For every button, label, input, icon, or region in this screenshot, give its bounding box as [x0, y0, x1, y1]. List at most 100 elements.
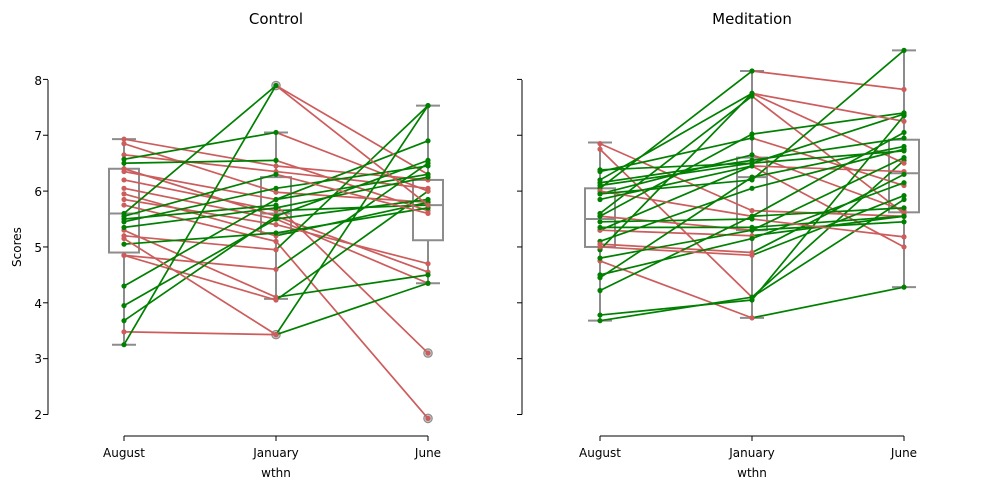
- subject-line-segment: [751, 113, 905, 165]
- subject-point: [273, 129, 279, 136]
- subject-point: [121, 160, 127, 166]
- subject-point: [273, 196, 279, 203]
- subject-point: [273, 230, 279, 236]
- subject-point: [749, 252, 755, 258]
- subject-line-segment: [275, 176, 429, 209]
- panel-control: Control wthn Scores August January June: [10, 10, 441, 480]
- subject-point: [749, 227, 755, 233]
- subject-point: [597, 224, 603, 231]
- subject-line-segment: [599, 165, 753, 201]
- subject-line-segment: [123, 142, 277, 194]
- subject-point: [121, 342, 127, 348]
- subject-line-segment: [123, 173, 277, 218]
- subject-point: [901, 113, 907, 119]
- subject-line-segment: [275, 190, 429, 301]
- subject-point: [901, 129, 907, 136]
- subject-point: [597, 146, 603, 152]
- subject-point: [749, 208, 755, 214]
- subject-line-segment: [751, 181, 905, 240]
- x-tick-label-june-meditation: June: [890, 446, 917, 460]
- subject-line-segment: [751, 92, 905, 123]
- subject-line-segment: [275, 173, 429, 215]
- subject-line-segment: [123, 229, 277, 299]
- y-tick-label: 2: [34, 408, 42, 422]
- subject-point: [597, 244, 603, 250]
- subject-point: [749, 90, 755, 96]
- subject-point: [901, 154, 907, 161]
- panel-title-control: Control: [249, 10, 303, 28]
- subject-point: [901, 205, 907, 211]
- subject-point: [597, 287, 603, 294]
- x-tick-label-august-meditation: August: [579, 446, 621, 460]
- x-tick-label-january-meditation: January: [728, 446, 775, 460]
- subject-line-segment: [751, 49, 905, 181]
- subject-point: [121, 191, 127, 197]
- subject-point: [273, 247, 279, 253]
- subject-point: [273, 213, 279, 219]
- subject-point: [597, 182, 603, 189]
- subject-point: [121, 283, 127, 289]
- subject-line-segment: [275, 162, 429, 271]
- subject-point: [121, 219, 127, 225]
- subject-point: [597, 196, 603, 203]
- subject-point: [121, 136, 127, 142]
- subject-point: [121, 329, 127, 335]
- y-tick-label: 3: [34, 352, 42, 366]
- y-tick-label: 7: [34, 129, 42, 143]
- subject-point: [273, 185, 279, 191]
- subject-point: [273, 82, 279, 89]
- subject-line-segment: [123, 232, 277, 246]
- subject-line-segment: [599, 296, 753, 322]
- subject-line-segment: [751, 218, 905, 238]
- subject-point: [425, 272, 431, 278]
- subject-point: [121, 185, 127, 191]
- subject-point: [749, 135, 755, 141]
- subject-point: [749, 131, 755, 137]
- subject-point: [121, 224, 127, 231]
- subject-point: [749, 235, 755, 242]
- subject-line-segment: [599, 190, 753, 218]
- subject-line-segment: [751, 114, 905, 301]
- subject-point: [749, 152, 755, 158]
- subject-point: [597, 312, 603, 318]
- subject-line-segment: [751, 173, 905, 254]
- subject-line-segment: [275, 104, 429, 336]
- subject-line-segment: [751, 156, 905, 232]
- subject-point: [425, 171, 431, 177]
- subject-line-segment: [123, 159, 277, 165]
- subject-point: [121, 168, 127, 175]
- subject-line-segment: [275, 191, 429, 204]
- subject-line-segment: [599, 246, 753, 257]
- y-tick-label: 4: [34, 297, 42, 311]
- x-tick-label-january-control: January: [252, 446, 299, 460]
- plot-area-0: [43, 78, 444, 441]
- subject-point: [901, 244, 907, 250]
- subject-point: [597, 213, 603, 219]
- subject-point: [597, 167, 603, 173]
- subject-point: [425, 280, 431, 286]
- subject-line-segment: [123, 198, 277, 287]
- subject-line-segment: [599, 299, 753, 316]
- subject-point: [901, 171, 907, 177]
- subject-point: [425, 350, 431, 356]
- subject-point: [901, 234, 907, 240]
- subject-point: [901, 135, 907, 141]
- subject-point: [121, 235, 127, 242]
- subject-line-segment: [599, 187, 753, 243]
- subject-point: [273, 297, 279, 303]
- subject-point: [749, 174, 755, 180]
- subject-line-segment: [275, 274, 429, 299]
- subject-point: [273, 238, 279, 244]
- subject-point: [273, 205, 279, 211]
- subject-point: [273, 266, 279, 272]
- subject-line-segment: [123, 131, 277, 161]
- subject-line-segment: [751, 137, 905, 162]
- subject-point: [121, 213, 127, 219]
- subject-line-segment: [751, 207, 905, 218]
- subject-line-segment: [275, 282, 429, 336]
- subject-point: [901, 213, 907, 219]
- subject-point: [121, 241, 127, 247]
- subject-line-segment: [599, 137, 753, 173]
- subject-point: [901, 148, 907, 154]
